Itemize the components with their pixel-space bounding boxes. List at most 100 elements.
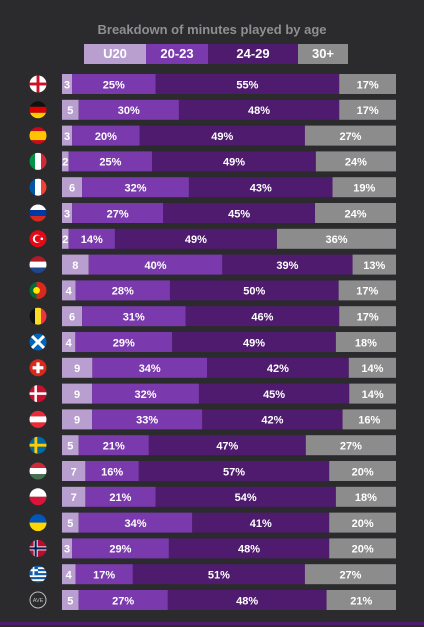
- data-label-switzerland-u20: 9: [74, 363, 80, 375]
- data-label-russia-30-plus: 24%: [344, 208, 366, 220]
- netherlands-flag-icon: [29, 256, 47, 274]
- data-label-italy-30-plus: 24%: [345, 157, 367, 169]
- data-label-portugal-30-plus: 17%: [356, 286, 378, 298]
- data-label-portugal-24-29: 50%: [243, 286, 265, 298]
- bar-england-u20: [62, 74, 73, 94]
- data-label-turkey-20-23: 14%: [81, 234, 103, 246]
- ukraine-flag-icon: [29, 514, 47, 532]
- data-label-greece-u20: 4: [66, 570, 73, 582]
- italy-flag-icon: [29, 152, 47, 170]
- bar-england-20-23: [72, 74, 156, 94]
- bar-ave-u20: [62, 590, 79, 610]
- bar-turkey-u20: [62, 228, 69, 249]
- bar-ave-20-23: [78, 590, 168, 610]
- bar-sweden-20-23: [78, 435, 149, 456]
- data-label-netherlands-24-29: 39%: [276, 260, 298, 272]
- average-icon: AVE: [29, 591, 47, 609]
- bar-belgium-24-29: [185, 306, 340, 327]
- data-label-sweden-u20: 5: [67, 441, 73, 453]
- bar-austria-20-23: [92, 409, 203, 430]
- portugal-flag-icon: [29, 281, 47, 299]
- data-label-austria-20-23: 33%: [136, 415, 158, 427]
- poland-flag-icon: [29, 488, 47, 506]
- bar-scotland-30-plus: [335, 332, 396, 352]
- bar-ukraine-30-plus: [329, 512, 396, 533]
- bar-netherlands-20-23: [88, 254, 223, 275]
- data-label-switzerland-24-29: 42%: [267, 363, 289, 375]
- data-label-greece-24-29: 51%: [208, 570, 230, 582]
- chart-title: Breakdown of minutes played by age: [97, 22, 327, 37]
- bar-belgium-30-plus: [339, 306, 396, 327]
- legend-item-30-plus: 30+: [298, 44, 348, 64]
- data-label-poland-30-plus: 18%: [355, 492, 377, 504]
- data-label-sweden-24-29: 47%: [216, 441, 238, 453]
- data-label-england-24-29: 55%: [236, 79, 258, 91]
- bar-austria-u20: [62, 409, 93, 430]
- bar-sweden-u20: [62, 435, 79, 456]
- data-label-ukraine-20-23: 34%: [124, 518, 146, 530]
- data-label-ave-24-29: 48%: [236, 595, 258, 607]
- bar-norway-u20: [62, 538, 73, 559]
- data-label-norway-24-29: 48%: [238, 544, 260, 556]
- bar-hungary-24-29: [138, 461, 330, 481]
- data-label-austria-u20: 9: [74, 415, 80, 427]
- data-label-russia-24-29: 45%: [228, 208, 250, 220]
- bar-germany-20-23: [78, 99, 179, 120]
- bar-norway-24-29: [168, 538, 330, 559]
- data-label-england-u20: 3: [64, 79, 70, 91]
- data-label-sweden-20-23: 21%: [103, 441, 125, 453]
- data-label-france-20-23: 32%: [124, 183, 146, 195]
- bar-denmark-24-29: [198, 383, 350, 404]
- data-label-ave-u20: 5: [67, 595, 73, 607]
- belgium-flag-icon: [29, 307, 47, 325]
- data-label-poland-u20: 7: [71, 492, 77, 504]
- bar-spain-24-29: [139, 125, 305, 146]
- bar-france-24-29: [188, 177, 333, 198]
- bar-netherlands-24-29: [222, 254, 353, 275]
- england-flag-icon: [29, 75, 47, 93]
- bottom-accent-line: [0, 622, 424, 625]
- greece-flag-icon: [29, 565, 47, 583]
- bar-portugal-20-23: [75, 280, 170, 301]
- legend-item-20-23: 20-23: [146, 44, 208, 64]
- bar-england-30-plus: [339, 74, 396, 94]
- bar-greece-30-plus: [304, 564, 396, 585]
- bar-spain-30-plus: [304, 125, 396, 146]
- bar-spain-u20: [62, 125, 73, 146]
- data-label-ave-30-plus: 21%: [350, 595, 372, 607]
- data-label-turkey-24-29: 49%: [185, 234, 207, 246]
- hungary-flag-icon: [29, 462, 47, 480]
- bar-spain-20-23: [72, 125, 140, 146]
- data-label-belgium-20-23: 31%: [123, 312, 145, 324]
- austria-flag-icon: [29, 410, 47, 428]
- svg-text:AVE: AVE: [33, 598, 44, 604]
- switzerland-flag-icon: [29, 359, 47, 377]
- data-label-france-30-plus: 19%: [353, 183, 375, 195]
- sweden-flag-icon: [29, 436, 47, 454]
- france-flag-icon: [29, 178, 47, 196]
- bar-hungary-u20: [62, 461, 86, 481]
- bar-netherlands-u20: [62, 254, 89, 275]
- bar-sweden-24-29: [148, 435, 306, 456]
- bar-ukraine-20-23: [78, 512, 193, 533]
- data-label-russia-u20: 3: [64, 208, 70, 220]
- data-label-italy-24-29: 49%: [223, 157, 245, 169]
- data-label-poland-24-29: 54%: [235, 492, 257, 504]
- bar-denmark-20-23: [92, 383, 199, 404]
- data-label-belgium-30-plus: 17%: [357, 312, 379, 324]
- data-label-spain-20-23: 20%: [95, 131, 117, 143]
- bar-poland-24-29: [155, 486, 336, 507]
- denmark-flag-icon: [29, 385, 47, 403]
- bar-belgium-20-23: [82, 306, 186, 327]
- data-label-spain-u20: 3: [64, 131, 70, 143]
- data-label-england-20-23: 25%: [103, 79, 125, 91]
- data-label-poland-20-23: 21%: [109, 492, 131, 504]
- bar-austria-24-29: [202, 409, 343, 430]
- bar-russia-20-23: [72, 203, 164, 223]
- bar-denmark-u20: [62, 383, 93, 404]
- data-label-belgium-24-29: 46%: [251, 312, 273, 324]
- data-label-denmark-20-23: 32%: [134, 389, 156, 401]
- bar-hungary-20-23: [85, 461, 139, 481]
- bar-switzerland-u20: [62, 357, 93, 378]
- data-label-germany-24-29: 48%: [248, 105, 270, 117]
